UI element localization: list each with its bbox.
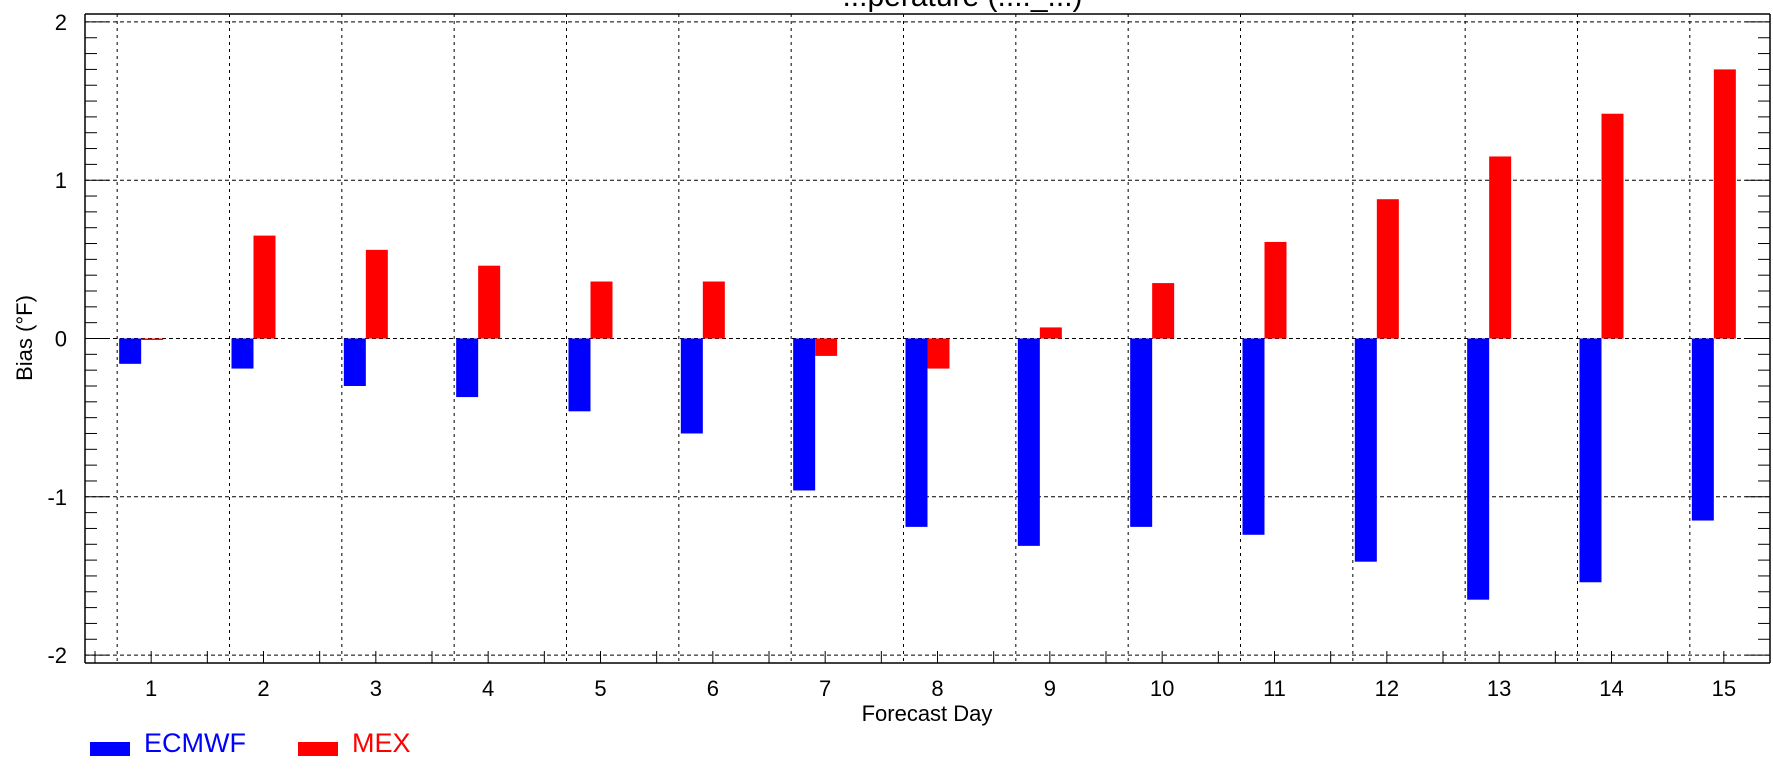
bar-mex-2 bbox=[253, 235, 276, 339]
bar-ecmwf-8 bbox=[905, 338, 928, 527]
bar-mex-9 bbox=[1039, 327, 1062, 339]
bar-ecmwf-7 bbox=[793, 338, 816, 491]
bar-ecmwf-10 bbox=[1130, 338, 1153, 527]
bar-mex-7 bbox=[815, 338, 838, 356]
y-axis-label: Bias (°F) bbox=[12, 295, 37, 381]
bar-mex-13 bbox=[1489, 156, 1512, 339]
legend-item-ecmwf: ECMWF bbox=[90, 728, 246, 759]
legend-item-mex: MEX bbox=[298, 728, 411, 759]
bar-mex-4 bbox=[478, 265, 501, 339]
x-tick-label: 13 bbox=[1487, 676, 1511, 701]
y-tick-label: -2 bbox=[47, 643, 67, 668]
legend-label-ecmwf: ECMWF bbox=[144, 728, 246, 758]
bar-ecmwf-1 bbox=[119, 338, 142, 364]
x-tick-label: 9 bbox=[1044, 676, 1056, 701]
bar-mex-8 bbox=[927, 338, 950, 369]
bar-ecmwf-13 bbox=[1467, 338, 1490, 600]
bar-ecmwf-5 bbox=[568, 338, 591, 412]
x-tick-label: 10 bbox=[1150, 676, 1174, 701]
bar-mex-11 bbox=[1264, 241, 1287, 339]
y-tick-label: 2 bbox=[55, 10, 67, 35]
x-tick-label: 6 bbox=[707, 676, 719, 701]
chart-title: ...perature (...._...) bbox=[842, 0, 1082, 13]
y-tick-label: -1 bbox=[47, 485, 67, 510]
bar-ecmwf-14 bbox=[1579, 338, 1602, 583]
bar-mex-1 bbox=[141, 338, 164, 340]
x-tick-label: 1 bbox=[145, 676, 157, 701]
bar-mex-10 bbox=[1152, 283, 1175, 339]
x-tick-label: 4 bbox=[482, 676, 494, 701]
x-tick-label: 7 bbox=[819, 676, 831, 701]
legend-swatch-ecmwf bbox=[90, 741, 130, 756]
bar-ecmwf-3 bbox=[343, 338, 366, 386]
y-tick-label: 1 bbox=[55, 168, 67, 193]
x-axis-label: Forecast Day bbox=[862, 701, 993, 726]
bar-ecmwf-4 bbox=[456, 338, 479, 398]
bar-ecmwf-2 bbox=[231, 338, 254, 369]
x-tick-label: 14 bbox=[1599, 676, 1623, 701]
bar-mex-14 bbox=[1601, 113, 1624, 339]
bar-ecmwf-15 bbox=[1691, 338, 1714, 521]
bar-ecmwf-11 bbox=[1242, 338, 1265, 535]
bar-mex-15 bbox=[1713, 69, 1736, 339]
bar-ecmwf-6 bbox=[680, 338, 703, 434]
x-tick-label: 11 bbox=[1263, 676, 1286, 701]
x-tick-label: 3 bbox=[370, 676, 382, 701]
bar-mex-12 bbox=[1376, 199, 1399, 339]
bar-mex-6 bbox=[702, 281, 725, 339]
x-tick-label: 5 bbox=[594, 676, 606, 701]
x-tick-label: 15 bbox=[1712, 676, 1736, 701]
legend-swatch-mex bbox=[298, 741, 338, 756]
legend-label-mex: MEX bbox=[352, 728, 411, 758]
x-tick-label: 2 bbox=[257, 676, 269, 701]
bar-mex-5 bbox=[590, 281, 613, 339]
x-tick-label: 8 bbox=[931, 676, 943, 701]
x-tick-label: 12 bbox=[1375, 676, 1399, 701]
bar-mex-3 bbox=[365, 249, 388, 339]
y-tick-label: 0 bbox=[55, 327, 67, 352]
bar-ecmwf-12 bbox=[1354, 338, 1377, 562]
bar-ecmwf-9 bbox=[1017, 338, 1040, 546]
